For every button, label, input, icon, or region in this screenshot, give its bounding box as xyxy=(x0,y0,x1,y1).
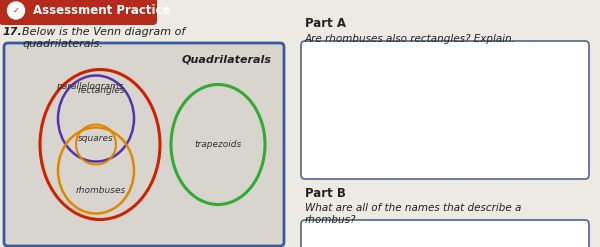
Text: ✓: ✓ xyxy=(13,6,19,15)
Text: trapezoids: trapezoids xyxy=(194,140,242,149)
Text: parallelograms: parallelograms xyxy=(56,82,124,90)
Text: Below is the Venn diagram of
quadrilaterals.: Below is the Venn diagram of quadrilater… xyxy=(22,27,185,49)
Text: rhombuses: rhombuses xyxy=(76,185,126,194)
Text: Assessment Practice: Assessment Practice xyxy=(33,4,170,17)
Text: Part B: Part B xyxy=(305,187,346,200)
Text: Are rhombuses also rectangles? Explain.: Are rhombuses also rectangles? Explain. xyxy=(305,34,516,44)
FancyBboxPatch shape xyxy=(301,220,589,247)
Text: squares: squares xyxy=(78,134,114,143)
FancyBboxPatch shape xyxy=(4,43,284,246)
FancyBboxPatch shape xyxy=(0,0,157,25)
Circle shape xyxy=(7,2,25,19)
Text: What are all of the names that describe a
rhombus?: What are all of the names that describe … xyxy=(305,203,521,225)
Text: Part A: Part A xyxy=(305,17,346,30)
Text: Quadrilaterals: Quadrilaterals xyxy=(182,55,272,65)
Text: rectangles: rectangles xyxy=(77,85,125,95)
FancyBboxPatch shape xyxy=(301,41,589,179)
Text: 17.: 17. xyxy=(3,27,23,37)
